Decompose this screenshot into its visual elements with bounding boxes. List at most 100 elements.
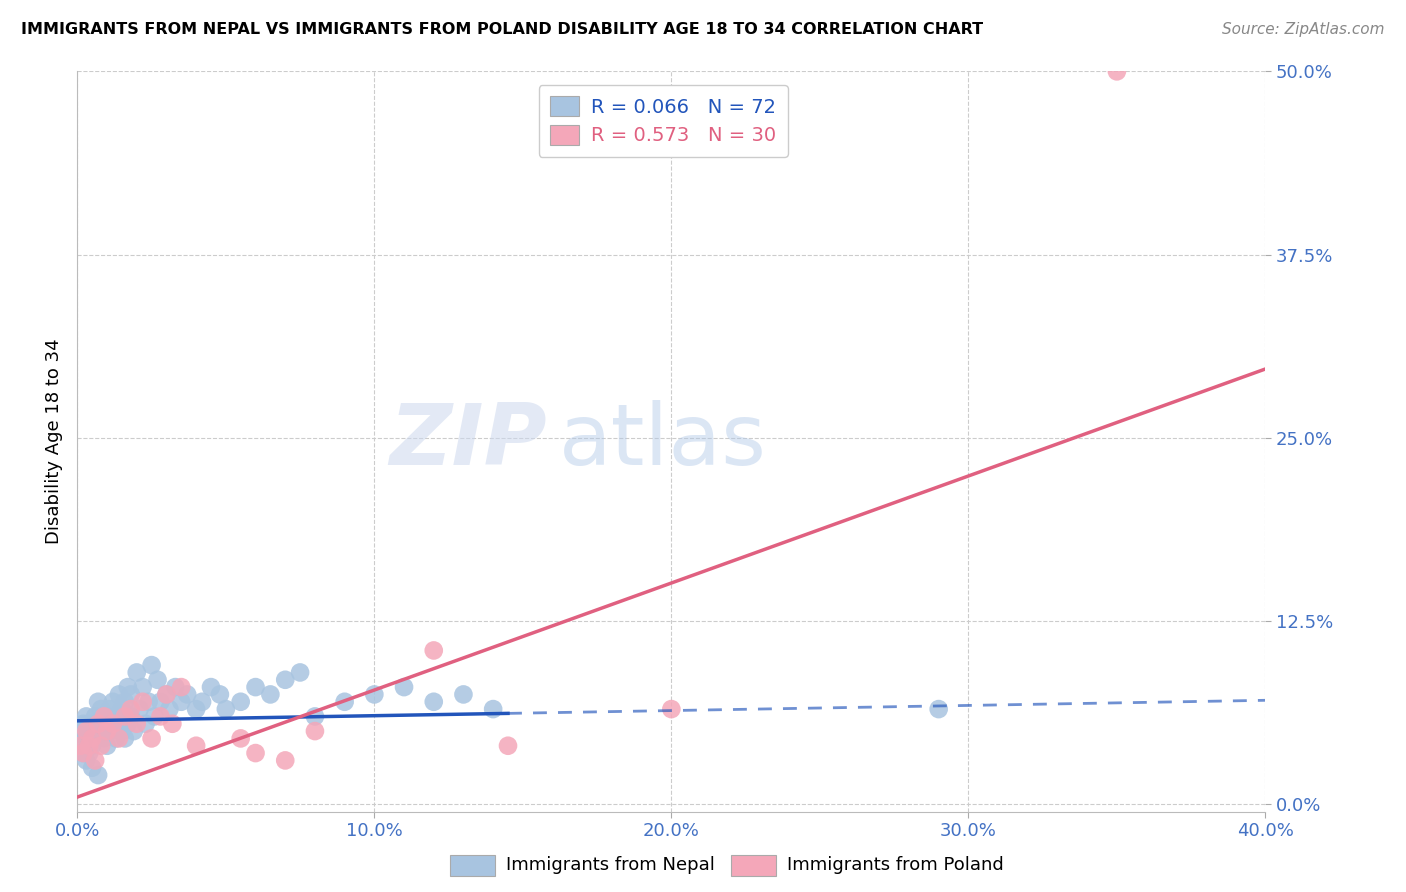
Point [928, 702, 950, 716]
Point [87, 716, 110, 731]
Point [259, 688, 281, 702]
Point [108, 688, 131, 702]
Point [176, 688, 198, 702]
Point [143, 709, 166, 723]
Text: atlas: atlas [558, 400, 766, 483]
Point [90, 702, 112, 716]
Point [191, 695, 214, 709]
Text: IMMIGRANTS FROM NEPAL VS IMMIGRANTS FROM POLAND DISABILITY AGE 18 TO 34 CORRELAT: IMMIGRANTS FROM NEPAL VS IMMIGRANTS FROM… [21, 22, 983, 37]
Point [131, 695, 153, 709]
Point [93, 731, 115, 746]
Point [120, 688, 142, 702]
Point [111, 702, 134, 716]
Point [363, 688, 385, 702]
Point [170, 695, 193, 709]
Point [96, 739, 118, 753]
Point [138, 695, 160, 709]
Point [82, 761, 104, 775]
Point [69, 739, 91, 753]
Text: Immigrants from Nepal: Immigrants from Nepal [506, 856, 716, 874]
Point [108, 716, 131, 731]
Y-axis label: Disability Age 18 to 34: Disability Age 18 to 34 [45, 339, 63, 544]
Point [274, 753, 297, 767]
Point [87, 768, 110, 782]
Point [75, 731, 97, 746]
Point [104, 731, 127, 746]
Point [72, 746, 94, 760]
Point [114, 695, 136, 709]
Point [131, 680, 153, 694]
Point [120, 709, 142, 723]
Point [101, 716, 124, 731]
Point [75, 709, 97, 723]
Point [98, 702, 121, 716]
Point [101, 695, 124, 709]
Point [122, 724, 145, 739]
Point [157, 702, 180, 716]
Text: ZIP: ZIP [389, 400, 547, 483]
Point [229, 731, 252, 746]
Point [98, 724, 121, 739]
Point [215, 702, 238, 716]
Point [453, 688, 475, 702]
Point [117, 680, 139, 694]
Point [288, 665, 311, 680]
Point [146, 673, 169, 687]
Bar [731, 855, 776, 876]
Point [229, 695, 252, 709]
Point [82, 731, 104, 746]
Point [90, 739, 112, 753]
Point [77, 746, 100, 760]
Point [208, 688, 231, 702]
Point [77, 739, 100, 753]
Point [96, 724, 118, 739]
Point [165, 680, 187, 694]
Point [135, 716, 157, 731]
Point [69, 724, 91, 739]
Point [72, 739, 94, 753]
Point [128, 702, 150, 716]
Point [125, 665, 148, 680]
Point [114, 709, 136, 723]
Point [422, 643, 444, 657]
Point [186, 702, 208, 716]
Point [155, 688, 177, 702]
Point [186, 739, 208, 753]
Point [87, 695, 110, 709]
Point [304, 709, 326, 723]
Point [114, 731, 136, 746]
Point [84, 753, 107, 767]
Point [72, 716, 94, 731]
Point [120, 702, 142, 716]
Point [72, 746, 94, 760]
Point [75, 753, 97, 767]
Legend: R = 0.066   N = 72, R = 0.573   N = 30: R = 0.066 N = 72, R = 0.573 N = 30 [538, 85, 787, 157]
Point [96, 709, 118, 723]
Point [162, 716, 184, 731]
Point [108, 731, 131, 746]
Point [84, 709, 107, 723]
Point [245, 746, 267, 760]
Point [661, 702, 683, 716]
Point [77, 716, 100, 731]
Point [149, 709, 172, 723]
Text: Immigrants from Poland: Immigrants from Poland [787, 856, 1004, 874]
Point [75, 724, 97, 739]
Point [422, 695, 444, 709]
Point [93, 709, 115, 723]
Point [104, 709, 127, 723]
Point [149, 695, 172, 709]
Point [1105, 64, 1128, 78]
Point [84, 731, 107, 746]
Bar [450, 855, 495, 876]
Point [141, 658, 163, 673]
Point [141, 731, 163, 746]
Point [117, 716, 139, 731]
Point [93, 716, 115, 731]
Point [245, 680, 267, 694]
Point [101, 716, 124, 731]
Point [111, 724, 134, 739]
Point [482, 702, 505, 716]
Point [304, 724, 326, 739]
Point [333, 695, 356, 709]
